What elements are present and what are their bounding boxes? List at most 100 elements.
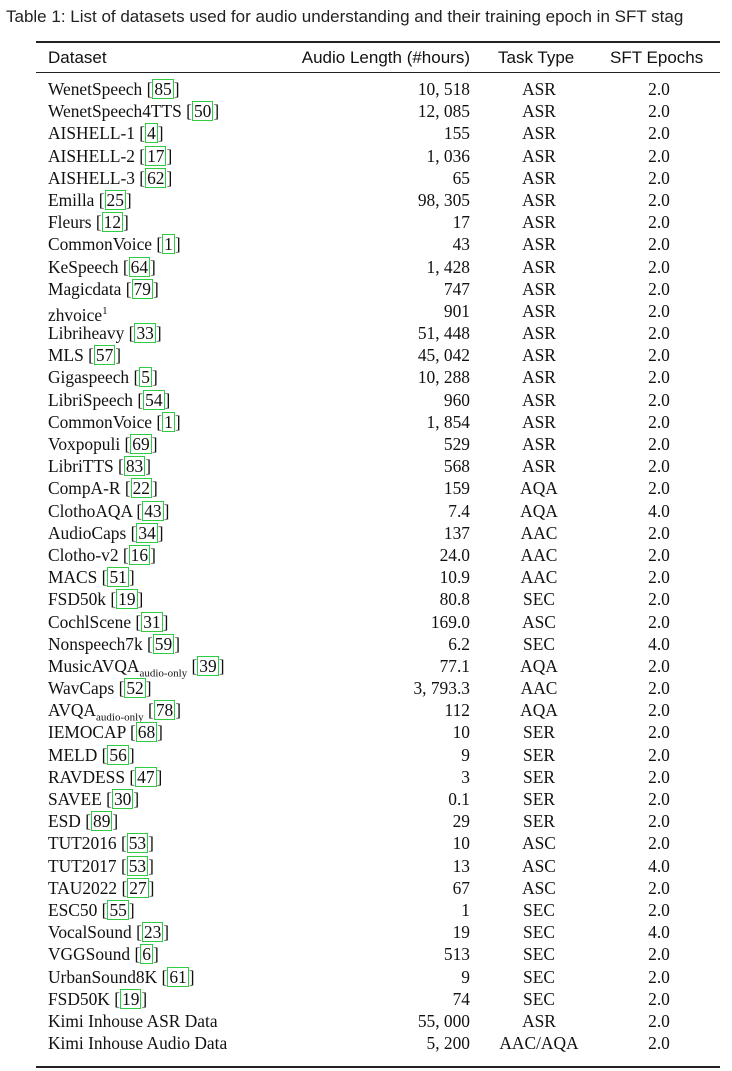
citation-link[interactable]: 19 bbox=[116, 589, 138, 610]
table-row: AudioCaps [34] 137 AAC 2.0 bbox=[36, 522, 720, 544]
citation-link[interactable]: 78 bbox=[153, 700, 176, 721]
citation-link[interactable]: 50 bbox=[191, 101, 214, 122]
task-type-cell: SEC bbox=[523, 966, 555, 987]
table-row: ESD [89] 29 SER 2.0 bbox=[36, 810, 720, 832]
task-type-cell: ASR bbox=[522, 234, 556, 255]
dataset-label: FSD50k bbox=[48, 589, 106, 610]
sft-epochs-cell: 2.0 bbox=[648, 367, 670, 388]
dataset-label: ESD bbox=[48, 811, 81, 832]
table-body: WenetSpeech [85] 10, 518 ASR 2.0 WenetSpeech… bbox=[36, 78, 720, 1054]
citation-link[interactable]: 30 bbox=[111, 789, 134, 809]
citation-link[interactable]: 54 bbox=[143, 389, 165, 410]
task-type-cell: SEC bbox=[523, 988, 555, 1009]
citation-link[interactable]: 34 bbox=[136, 522, 158, 543]
dataset-name: IEMOCAP [68] bbox=[48, 722, 163, 743]
task-type-cell: SER bbox=[523, 811, 555, 832]
task-type-cell: SER bbox=[523, 766, 555, 787]
dataset-name: Voxpopuli [69] bbox=[48, 434, 158, 454]
table-row: Kimi Inhouse Audio Data 5, 200 AAC/AQA 2.0 bbox=[36, 1032, 720, 1054]
sft-epochs-cell: 2.0 bbox=[648, 678, 670, 699]
dataset-label: CommonVoice bbox=[48, 234, 153, 255]
dataset-label: TUT2016 bbox=[48, 833, 117, 854]
citation-link[interactable]: 6 bbox=[140, 944, 153, 965]
dataset-name: Kimi Inhouse ASR Data bbox=[48, 1010, 218, 1032]
dataset-label: TAU2022 bbox=[48, 877, 118, 898]
citation-link[interactable]: 43 bbox=[142, 500, 164, 521]
citation-link[interactable]: 17 bbox=[145, 145, 167, 166]
citation-link[interactable]: 1 bbox=[162, 234, 175, 255]
citation-link[interactable]: 57 bbox=[93, 345, 116, 366]
citation-link[interactable]: 33 bbox=[134, 323, 156, 344]
citation-link[interactable]: 52 bbox=[124, 678, 146, 699]
dataset-name: zhvoice1 bbox=[48, 300, 108, 326]
citation-link[interactable]: 27 bbox=[127, 877, 149, 898]
audio-length-cell: 10, 288 bbox=[417, 367, 470, 388]
citation-link[interactable]: 53 bbox=[126, 855, 149, 876]
citation-link[interactable]: 62 bbox=[145, 167, 167, 188]
task-type-cell: SER bbox=[523, 744, 555, 765]
citation-link[interactable]: 31 bbox=[141, 611, 163, 632]
citation-link[interactable]: 79 bbox=[131, 278, 153, 299]
sft-epochs-cell: 2.0 bbox=[648, 234, 670, 255]
table-row: SAVEE [30] 0.1 SER 2.0 bbox=[36, 788, 720, 810]
citation-link[interactable]: 61 bbox=[167, 966, 189, 987]
citation-link[interactable]: 22 bbox=[130, 478, 152, 499]
audio-length-cell: 51, 448 bbox=[417, 323, 470, 344]
dataset-label: RAVDESS bbox=[48, 766, 125, 787]
citation-link[interactable]: 51 bbox=[107, 567, 129, 588]
table-row: Clotho-v2 [16] 24.0 AAC 2.0 bbox=[36, 544, 720, 566]
sft-epochs-cell: 2.0 bbox=[648, 811, 670, 832]
audio-length-cell: 43 bbox=[452, 234, 470, 255]
citation-link[interactable]: 39 bbox=[197, 655, 219, 676]
citation-link[interactable]: 5 bbox=[139, 367, 152, 388]
citation-link[interactable]: 53 bbox=[126, 833, 149, 854]
citation-link[interactable]: 25 bbox=[104, 189, 126, 210]
audio-length-cell: 9 bbox=[461, 744, 470, 765]
citation-link[interactable]: 64 bbox=[128, 256, 151, 277]
audio-length-cell: 5, 200 bbox=[426, 1033, 470, 1054]
table-row: UrbanSound8K [61] 9 SEC 2.0 bbox=[36, 966, 720, 988]
dataset-label: ClothoAQA bbox=[48, 500, 133, 521]
citation-link[interactable]: 47 bbox=[135, 766, 157, 787]
citation-link[interactable]: 19 bbox=[120, 988, 142, 1009]
sft-epochs-cell: 4.0 bbox=[648, 633, 670, 654]
sft-epochs-cell: 2.0 bbox=[648, 722, 670, 743]
audio-length-cell: 169.0 bbox=[430, 611, 470, 632]
dataset-name: Emilla [25] bbox=[48, 189, 132, 210]
citation-link[interactable]: 16 bbox=[128, 544, 151, 565]
table-row: CommonVoice [1] 1, 854 ASR 2.0 bbox=[36, 411, 720, 433]
citation-link[interactable]: 1 bbox=[162, 411, 175, 432]
table-row: FSD50K [19] 74 SEC 2.0 bbox=[36, 988, 720, 1010]
citation-link[interactable]: 55 bbox=[107, 899, 129, 920]
citation-link[interactable]: 23 bbox=[141, 922, 164, 943]
citation-link[interactable]: 4 bbox=[145, 123, 158, 144]
header-audio-length: Audio Length (#hours) bbox=[301, 48, 470, 67]
task-type-cell: SER bbox=[523, 722, 555, 743]
dataset-name: MusicAVQAaudio-only [39] bbox=[48, 655, 225, 680]
citation-link[interactable]: 85 bbox=[152, 79, 174, 99]
citation-link[interactable]: 83 bbox=[123, 456, 146, 477]
dataset-label: LibriTTS bbox=[48, 456, 114, 477]
table-row: CommonVoice [1] 43 ASR 2.0 bbox=[36, 233, 720, 255]
dataset-name: TUT2016 [53] bbox=[48, 833, 154, 854]
task-type-cell: SEC bbox=[523, 899, 555, 920]
citation-link[interactable]: 89 bbox=[91, 811, 113, 832]
audio-length-cell: 513 bbox=[443, 944, 470, 965]
citation-link[interactable]: 12 bbox=[101, 212, 124, 233]
dataset-name: Kimi Inhouse Audio Data bbox=[48, 1032, 227, 1054]
task-type-cell: SEC bbox=[523, 944, 555, 965]
citation-link[interactable]: 59 bbox=[152, 633, 175, 654]
dataset-label: VocalSound bbox=[48, 922, 132, 943]
sft-epochs-cell: 2.0 bbox=[648, 389, 670, 410]
citation-link[interactable]: 69 bbox=[130, 434, 152, 454]
dataset-label: Emilla bbox=[48, 189, 95, 210]
citation-link[interactable]: 68 bbox=[135, 722, 158, 743]
dataset-label: AVQA bbox=[48, 700, 96, 721]
citation-link[interactable]: 56 bbox=[107, 744, 129, 765]
dataset-label: AISHELL-2 bbox=[48, 145, 135, 166]
audio-length-cell: 6.2 bbox=[448, 633, 470, 654]
task-type-cell: AQA bbox=[520, 500, 558, 521]
task-type-cell: ASR bbox=[522, 323, 556, 344]
sft-epochs-cell: 2.0 bbox=[648, 899, 670, 920]
table-row: Magicdata [79] 747 ASR 2.0 bbox=[36, 278, 720, 300]
